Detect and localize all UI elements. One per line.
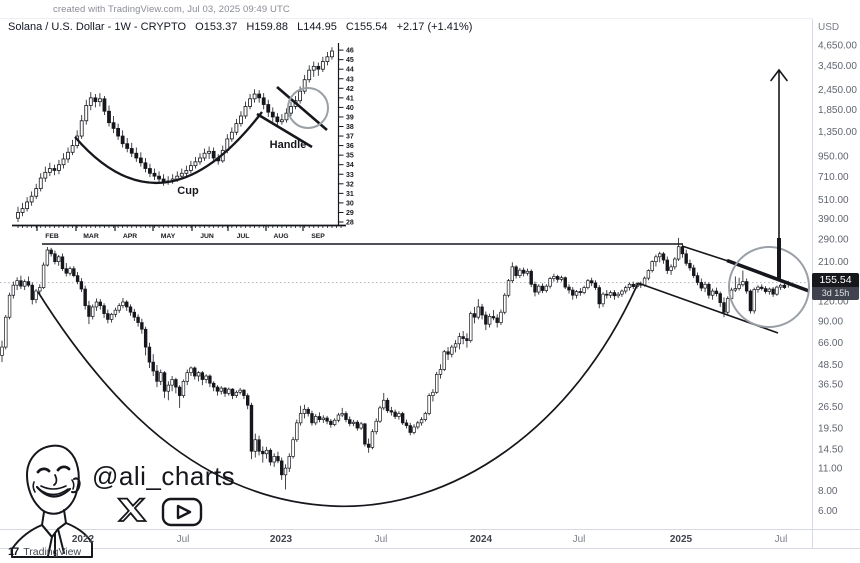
svg-text:66.00: 66.00 bbox=[818, 338, 843, 349]
svg-text:Jul: Jul bbox=[375, 534, 388, 545]
inset-handle-label: Handle bbox=[269, 139, 307, 151]
bar-countdown: 3d 15h bbox=[812, 287, 859, 300]
svg-text:Jul: Jul bbox=[573, 534, 586, 545]
svg-text:510.00: 510.00 bbox=[818, 195, 849, 206]
svg-text:8.00: 8.00 bbox=[818, 486, 838, 497]
svg-text:31: 31 bbox=[346, 191, 354, 198]
svg-text:38: 38 bbox=[346, 124, 354, 131]
avatar-crease-right bbox=[71, 479, 75, 490]
avatar-upper-lip bbox=[40, 485, 67, 490]
avatar-teeth bbox=[38, 488, 69, 496]
svg-text:36.50: 36.50 bbox=[818, 380, 843, 391]
svg-text:39: 39 bbox=[346, 114, 354, 121]
svg-text:JUN: JUN bbox=[200, 233, 214, 240]
tradingview-wordmark: TradingView bbox=[23, 546, 82, 558]
svg-text:40: 40 bbox=[346, 105, 354, 112]
youtube-icon bbox=[161, 497, 203, 527]
svg-text:14.50: 14.50 bbox=[818, 444, 843, 455]
svg-text:36: 36 bbox=[346, 143, 354, 150]
watermark-avatar bbox=[11, 444, 93, 558]
symbol-title: Solana / U.S. Dollar - 1W - CRYPTO bbox=[8, 21, 187, 33]
last-price-badge: 155.54 3d 15h bbox=[812, 273, 859, 300]
svg-text:44: 44 bbox=[346, 67, 354, 74]
svg-text:34: 34 bbox=[346, 162, 354, 169]
svg-text:2025: 2025 bbox=[670, 534, 693, 545]
svg-text:35: 35 bbox=[346, 153, 354, 160]
youtube-icon-frame bbox=[161, 497, 203, 527]
svg-text:29: 29 bbox=[346, 210, 354, 217]
svg-text:43: 43 bbox=[346, 76, 354, 83]
svg-text:JUL: JUL bbox=[237, 233, 250, 240]
svg-text:2024: 2024 bbox=[470, 534, 493, 545]
x-icon-path bbox=[116, 497, 148, 522]
svg-text:4,650.00: 4,650.00 bbox=[818, 40, 857, 51]
svg-text:SEP: SEP bbox=[311, 233, 325, 240]
svg-text:26.50: 26.50 bbox=[818, 402, 843, 413]
svg-text:MAY: MAY bbox=[161, 233, 176, 240]
chart-header: Solana / U.S. Dollar - 1W - CRYPTO O153.… bbox=[8, 21, 472, 33]
avatar-crease-left bbox=[32, 481, 36, 493]
svg-text:6.00: 6.00 bbox=[818, 506, 838, 517]
svg-text:32: 32 bbox=[346, 181, 354, 188]
svg-text:1,350.00: 1,350.00 bbox=[818, 127, 857, 138]
avatar-head bbox=[26, 444, 80, 515]
svg-text:AUG: AUG bbox=[273, 233, 288, 240]
avatar-collar bbox=[41, 522, 67, 557]
svg-text:33: 33 bbox=[346, 172, 354, 179]
avatar-nose bbox=[53, 474, 58, 486]
ohlc-open: O153.37 bbox=[195, 21, 238, 33]
svg-text:210.00: 210.00 bbox=[818, 257, 849, 268]
svg-text:710.00: 710.00 bbox=[818, 172, 849, 183]
created-with-note: created with TradingView.com, Jul 03, 20… bbox=[53, 4, 290, 15]
svg-text:45: 45 bbox=[346, 57, 354, 64]
axis-labels-layer: 4,650.00 3,450.00 2,450.00 1,850.00 1,350.00… bbox=[72, 40, 857, 545]
tradingview-logo: 17 TradingView bbox=[8, 544, 81, 560]
svg-text:3,450.00: 3,450.00 bbox=[818, 61, 857, 72]
avatar-ear bbox=[71, 477, 81, 494]
last-price-value: 155.54 bbox=[812, 273, 859, 287]
svg-text:19.50: 19.50 bbox=[818, 424, 843, 435]
chart-layer: 28 29 30 31 32 33 34 35 36 37 38 39 40 41 42 43 44 45 46 FE… bbox=[0, 18, 860, 549]
inset-cup-label: Cup bbox=[177, 185, 199, 197]
svg-text:1,850.00: 1,850.00 bbox=[818, 105, 857, 116]
change-value: +2.17 (+1.41%) bbox=[396, 21, 473, 33]
svg-text:APR: APR bbox=[123, 233, 137, 240]
svg-text:30: 30 bbox=[346, 200, 354, 207]
svg-text:290.00: 290.00 bbox=[818, 235, 849, 246]
ohlc-close: C155.54 bbox=[345, 21, 388, 33]
svg-text:37: 37 bbox=[346, 134, 354, 141]
x-icon bbox=[116, 497, 148, 522]
svg-text:Jul: Jul bbox=[775, 534, 788, 545]
ohlc-high: H159.88 bbox=[246, 21, 289, 33]
watermark-handle: @ali_charts bbox=[92, 461, 236, 491]
avatar-eye-left bbox=[36, 467, 51, 474]
svg-text:90.00: 90.00 bbox=[818, 316, 843, 327]
svg-text:MAR: MAR bbox=[83, 233, 99, 240]
svg-text:2022: 2022 bbox=[72, 534, 95, 545]
avatar-eye-right bbox=[56, 465, 71, 472]
svg-text:41: 41 bbox=[346, 95, 354, 102]
svg-text:42: 42 bbox=[346, 86, 354, 93]
avatar-neck bbox=[41, 509, 67, 526]
svg-text:2023: 2023 bbox=[270, 534, 293, 545]
svg-text:11.00: 11.00 bbox=[818, 464, 843, 475]
tradingview-glyph-icon: 17 bbox=[8, 546, 19, 558]
svg-text:FEB: FEB bbox=[45, 233, 59, 240]
svg-text:2,450.00: 2,450.00 bbox=[818, 85, 857, 96]
svg-text:48.50: 48.50 bbox=[818, 360, 843, 371]
svg-text:950.00: 950.00 bbox=[818, 151, 849, 162]
svg-text:28: 28 bbox=[346, 220, 354, 227]
youtube-icon-play bbox=[176, 504, 192, 520]
svg-text:Jul: Jul bbox=[177, 534, 190, 545]
svg-text:46: 46 bbox=[346, 48, 354, 55]
ohlc-low: L144.95 bbox=[297, 21, 337, 33]
svg-text:390.00: 390.00 bbox=[818, 214, 849, 225]
svg-text:120.00: 120.00 bbox=[818, 296, 849, 307]
currency-label: USD bbox=[818, 22, 840, 33]
